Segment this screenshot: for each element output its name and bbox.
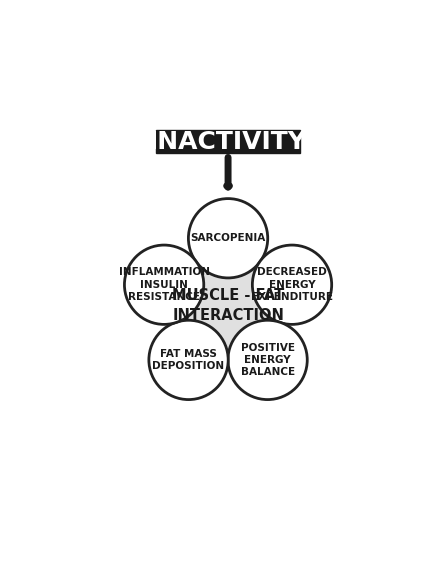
Text: SARCOPENIA: SARCOPENIA xyxy=(190,233,266,243)
Polygon shape xyxy=(141,214,316,380)
FancyBboxPatch shape xyxy=(156,130,300,153)
FancyArrowPatch shape xyxy=(206,239,226,244)
Circle shape xyxy=(252,245,332,324)
Text: INFLAMMATION
INSULIN
RESISTANCE: INFLAMMATION INSULIN RESISTANCE xyxy=(119,267,210,302)
Text: MUSCLE - FAT
INTERACTION: MUSCLE - FAT INTERACTION xyxy=(172,288,284,323)
FancyArrowPatch shape xyxy=(162,287,164,307)
Circle shape xyxy=(188,199,268,278)
Circle shape xyxy=(125,245,204,324)
FancyArrowPatch shape xyxy=(280,266,291,283)
Text: FAT MASS
DEPOSITION: FAT MASS DEPOSITION xyxy=(153,349,225,371)
Text: DECREASED
ENERGY
EXPENDITURE: DECREASED ENERGY EXPENDITURE xyxy=(251,267,333,302)
FancyArrowPatch shape xyxy=(269,343,282,359)
Circle shape xyxy=(228,320,307,399)
Text: INACTIVITY: INACTIVITY xyxy=(149,130,307,154)
FancyArrowPatch shape xyxy=(190,361,209,368)
Circle shape xyxy=(149,320,228,399)
Text: POSITIVE
ENERGY
BALANCE: POSITIVE ENERGY BALANCE xyxy=(241,342,295,377)
